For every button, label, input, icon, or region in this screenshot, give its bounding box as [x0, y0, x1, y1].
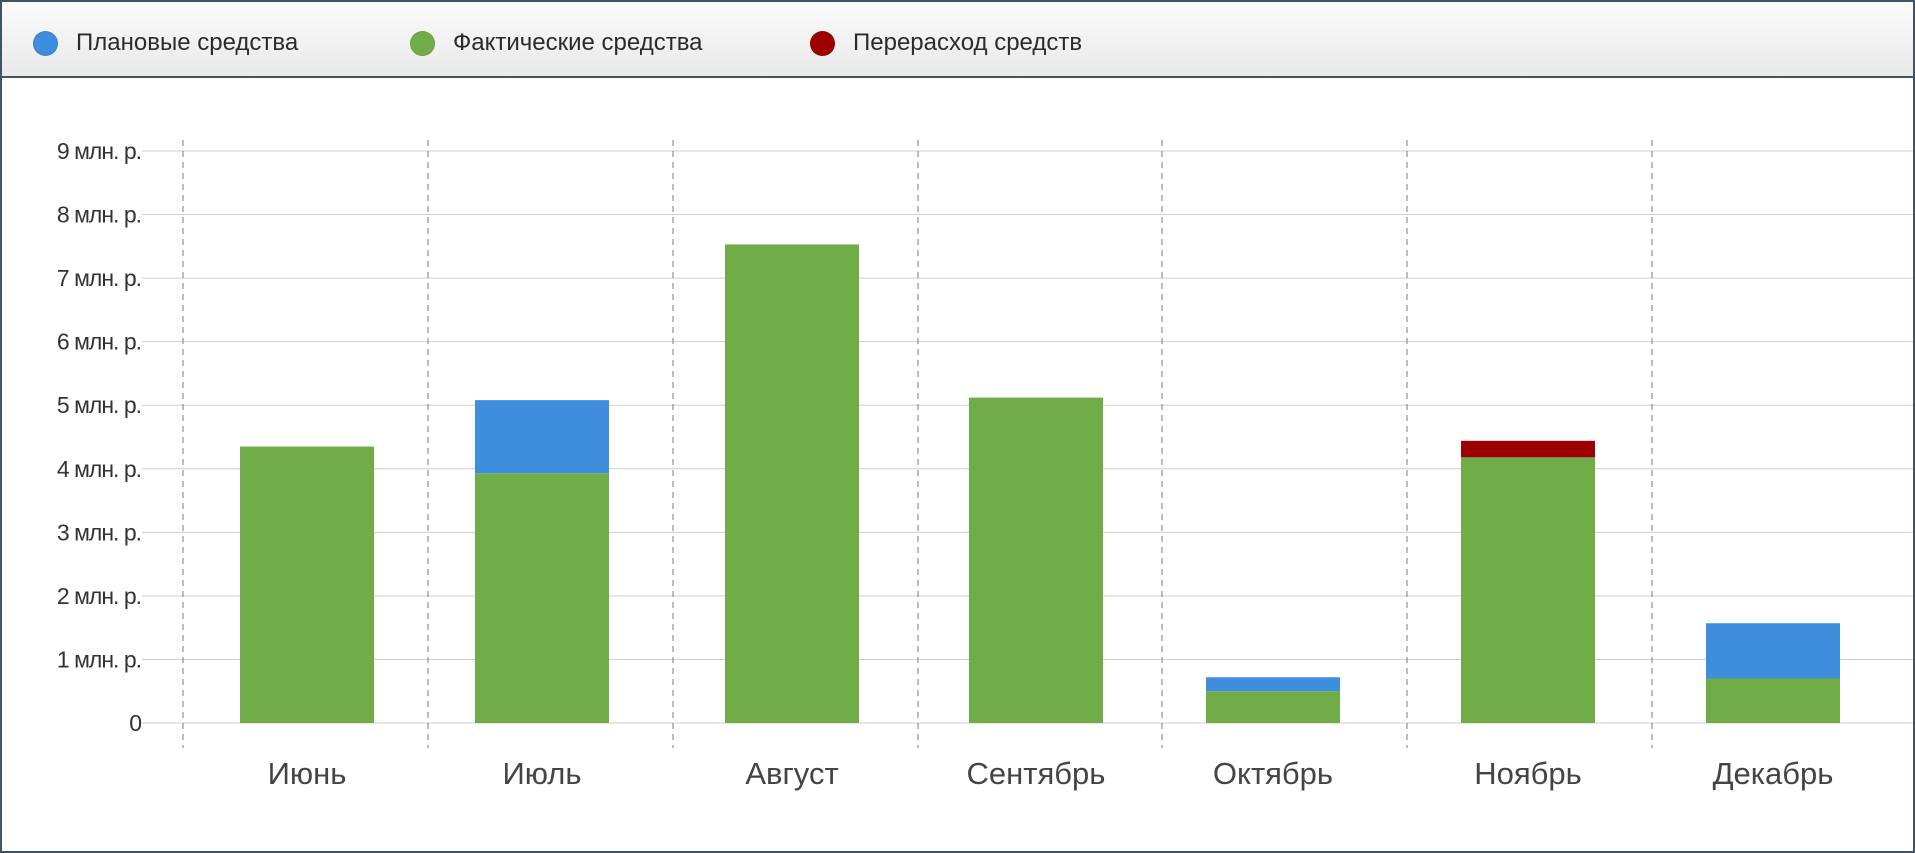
bar-segment: [725, 244, 859, 723]
bar-chart: 0 1 млн. р. 2 млн. р. 3 млн. р. 4 млн. р. 5 м…: [57, 138, 1913, 791]
legend-item-actual[interactable]: Фактические средства: [410, 25, 703, 61]
y-tick-label: 9 млн. р.: [57, 138, 141, 164]
legend-swatch-overspend: [810, 30, 835, 56]
y-tick-label: 4 млн. р.: [57, 456, 141, 482]
y-tick-label: 2 млн. р.: [57, 583, 141, 609]
y-tick-label: 5 млн. р.: [57, 392, 141, 418]
bar-segment: [969, 397, 1103, 723]
x-tick-label: Октябрь: [1213, 756, 1333, 791]
legend-label-overspend: Перерасход средств: [853, 29, 1083, 56]
y-tick-label: 3 млн. р.: [57, 519, 141, 545]
bar-segment: [1706, 678, 1840, 723]
bar-segment: [1706, 623, 1840, 679]
bar-segment: [240, 446, 374, 723]
y-tick-label: 0: [129, 710, 141, 736]
x-tick-label: Сентябрь: [967, 756, 1106, 791]
chart-legend: Плановые средства Фактические средства П…: [2, 2, 1913, 78]
bar-segment: [1461, 440, 1595, 458]
legend-item-overspend[interactable]: Перерасход средств: [810, 25, 1082, 61]
x-tick-label: Декабрь: [1713, 756, 1834, 791]
legend-swatch-planned: [33, 30, 58, 56]
legend-label-planned: Плановые средства: [76, 29, 299, 56]
bar-segment: [475, 473, 609, 723]
x-tick-label: Ноябрь: [1474, 756, 1582, 791]
x-tick-label: Июнь: [268, 756, 347, 791]
legend-swatch-actual: [410, 30, 435, 56]
x-tick-label: Август: [745, 756, 838, 791]
bar-segment: [475, 400, 609, 474]
legend-item-planned[interactable]: Плановые средства: [33, 25, 298, 61]
x-tick-label: Июль: [502, 756, 581, 791]
y-tick-label: 8 млн. р.: [57, 202, 141, 228]
bar-segment: [1461, 457, 1595, 723]
legend-label-actual: Фактические средства: [453, 29, 703, 56]
y-tick-label: 7 млн. р.: [57, 265, 141, 291]
bar-segment: [1206, 691, 1340, 723]
y-tick-label: 1 млн. р.: [57, 646, 141, 672]
bar-segment: [1206, 677, 1340, 692]
y-tick-label: 6 млн. р.: [57, 329, 141, 355]
